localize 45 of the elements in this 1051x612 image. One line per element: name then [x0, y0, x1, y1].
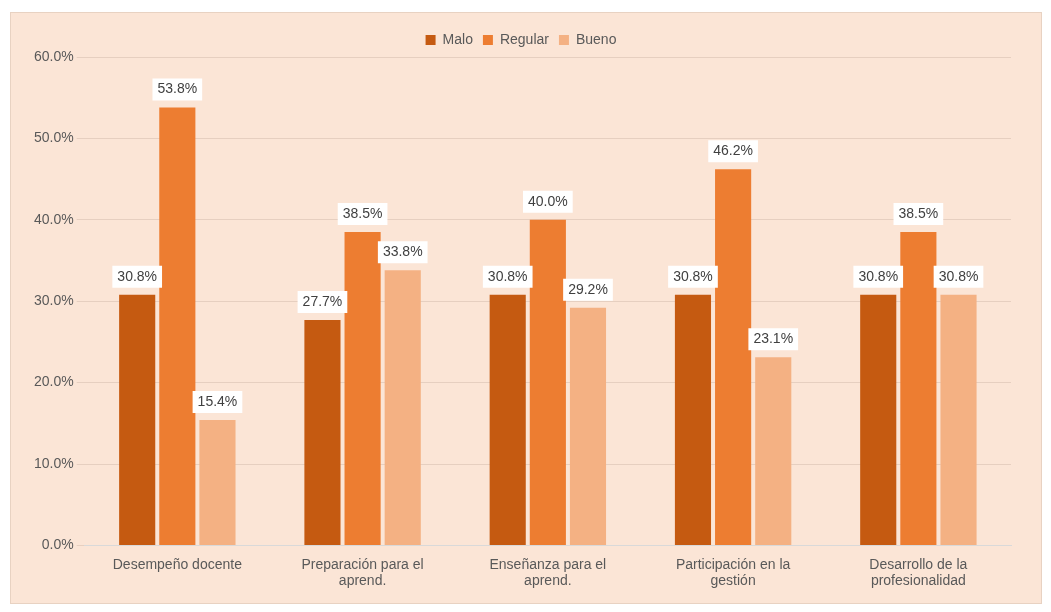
bar: [900, 232, 937, 545]
text: 30.8%: [117, 267, 158, 284]
y-tick-label: 40.0%: [33, 210, 74, 227]
bar: [489, 294, 526, 545]
y-tick-label: 30.0%: [33, 292, 74, 309]
bar: [715, 169, 752, 545]
bar: [199, 420, 236, 545]
legend-label: Bueno: [575, 30, 617, 47]
bar: [344, 232, 381, 545]
bar: [860, 294, 897, 545]
x-tick-label: Participación en la gestión: [675, 555, 791, 589]
bar: [674, 294, 712, 545]
bar: [529, 219, 566, 545]
text: 38.5%: [342, 204, 383, 221]
text: 23.1%: [753, 330, 794, 347]
text: 15.4%: [197, 392, 238, 409]
text: 27.7%: [302, 292, 343, 309]
x-tick-label: Preparación para el aprend.: [301, 555, 424, 589]
text: 53.8%: [157, 80, 198, 97]
bar: [940, 294, 977, 545]
x-tick-label: Desempeño docente: [112, 555, 243, 572]
text: 30.8%: [938, 267, 979, 284]
text: 29.2%: [568, 280, 608, 297]
text: 38.5%: [898, 204, 939, 221]
text: 30.8%: [858, 267, 899, 284]
legend-label: Malo: [442, 30, 474, 47]
bar: [569, 307, 607, 545]
legend-label: Regular: [499, 30, 550, 47]
text: 30.8%: [487, 267, 528, 284]
bar: [119, 294, 156, 545]
text: 33.8%: [382, 243, 423, 260]
text: 30.8%: [673, 267, 713, 284]
x-tick-label: Enseñanza para el aprend.: [489, 555, 607, 589]
y-tick-label: 20.0%: [33, 373, 74, 390]
y-tick-label: 60.0%: [33, 47, 74, 64]
bar: [384, 270, 421, 545]
text: 40.0%: [528, 192, 568, 209]
x-tick-label: Desarrollo de la profesionalidad: [869, 555, 968, 589]
y-tick-label: 50.0%: [33, 129, 74, 146]
text: 46.2%: [713, 142, 753, 159]
bar: [159, 107, 196, 545]
bar: [755, 357, 792, 545]
y-tick-label: 10.0%: [33, 454, 74, 471]
y-tick-label: 0.0%: [41, 536, 74, 553]
bar: [304, 319, 341, 545]
